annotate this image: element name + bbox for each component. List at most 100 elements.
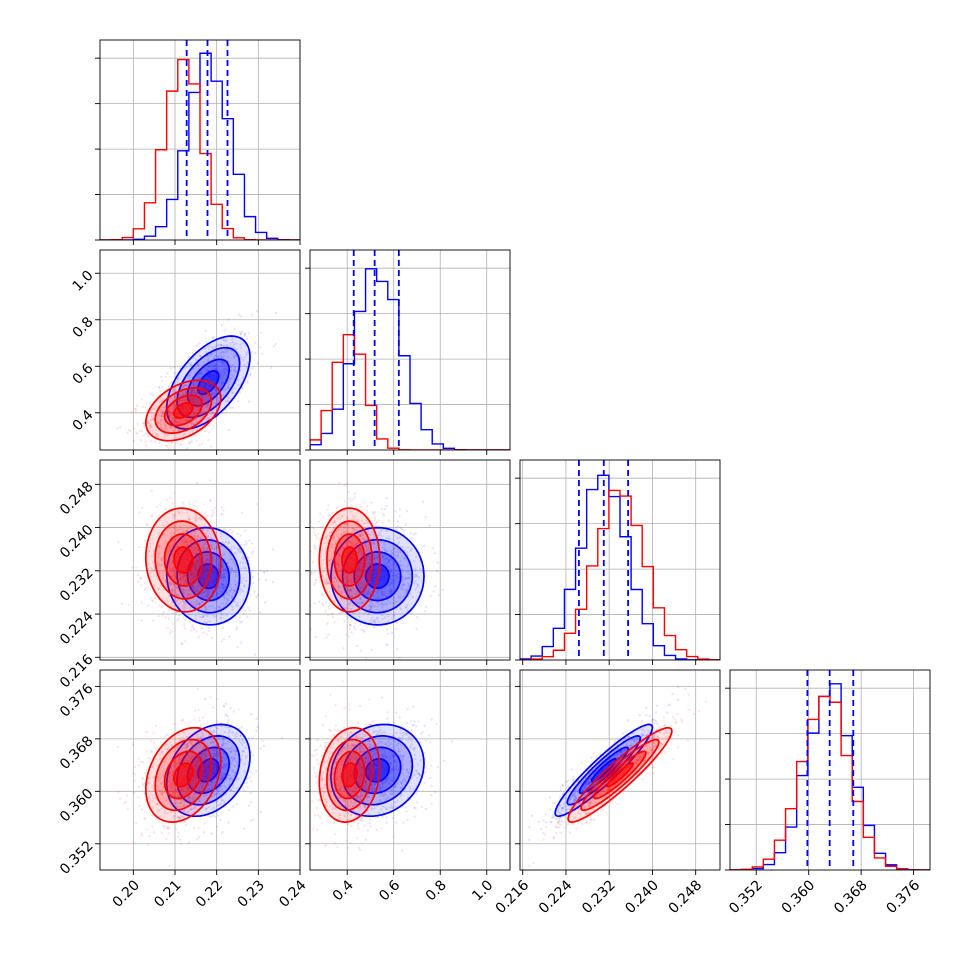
scatter-point: [321, 575, 324, 578]
scatter-point: [229, 583, 232, 586]
scatter-point: [194, 777, 197, 780]
scatter-point: [171, 568, 174, 571]
scatter-point: [169, 583, 173, 587]
scatter-point: [372, 541, 375, 544]
scatter-point: [333, 571, 336, 574]
scatter-point: [190, 584, 194, 588]
scatter-point: [359, 596, 362, 599]
scatter-point: [203, 395, 207, 398]
scatter-point: [214, 387, 217, 391]
scatter-point: [185, 384, 188, 387]
scatter-point: [221, 584, 224, 587]
scatter-point: [206, 592, 209, 596]
scatter-point: [330, 531, 333, 534]
scatter-point: [383, 558, 387, 561]
scatter-point: [226, 598, 229, 601]
scatter-point: [179, 398, 182, 402]
scatter-point: [330, 555, 334, 558]
scatter-point: [394, 527, 397, 530]
scatter-point: [244, 609, 247, 612]
scatter-point: [332, 535, 336, 539]
scatter-point: [406, 551, 409, 554]
scatter-point: [173, 547, 176, 550]
scatter-point: [228, 551, 231, 555]
scatter-point: [361, 601, 364, 604]
scatter-point: [160, 426, 163, 430]
scatter-point: [345, 633, 348, 636]
scatter-point: [212, 567, 216, 570]
scatter-point: [194, 419, 198, 423]
scatter-point: [197, 556, 201, 559]
scatter-point: [189, 761, 192, 764]
scatter-point: [196, 765, 200, 769]
scatter-point: [195, 427, 199, 431]
scatter-point: [346, 594, 350, 597]
scatter-point: [360, 569, 363, 572]
scatter-point: [191, 585, 194, 589]
scatter-point: [359, 609, 363, 612]
scatter-point: [206, 403, 210, 406]
scatter-point: [195, 513, 198, 517]
scatter-point: [230, 762, 233, 766]
scatter-point: [151, 561, 155, 564]
scatter-point: [174, 420, 178, 423]
scatter-point: [158, 552, 161, 556]
scatter-point: [191, 388, 194, 392]
density-band-red: [342, 547, 358, 573]
scatter-point: [190, 438, 193, 441]
scatter-point: [182, 574, 185, 578]
scatter-point: [224, 348, 227, 351]
scatter-point: [326, 579, 329, 582]
scatter-point: [195, 564, 198, 567]
scatter-point: [249, 776, 252, 779]
scatter-point: [176, 441, 179, 445]
scatter-point: [171, 417, 174, 420]
scatter-point: [195, 402, 198, 405]
scatter-point: [209, 445, 213, 448]
scatter-point: [365, 562, 368, 565]
scatter-point: [358, 563, 361, 567]
scatter-point: [205, 369, 209, 372]
scatter-point: [218, 606, 221, 609]
scatter-point: [372, 522, 375, 525]
scatter-point: [190, 572, 193, 576]
scatter-point: [173, 420, 176, 423]
scatter-point: [396, 520, 400, 523]
scatter-point: [325, 636, 328, 639]
scatter-point: [193, 582, 196, 586]
scatter-point: [358, 615, 361, 618]
scatter-point: [178, 511, 181, 514]
scatter-point: [128, 428, 131, 432]
scatter-point: [219, 535, 223, 539]
scatter-point: [119, 548, 123, 551]
scatter-point: [391, 552, 394, 555]
scatter-point: [182, 385, 185, 388]
scatter-point: [216, 396, 219, 399]
scatter-point: [221, 830, 225, 834]
scatter-point: [222, 577, 225, 580]
scatter-point: [199, 615, 202, 619]
scatter-point: [410, 537, 414, 540]
scatter-point: [323, 567, 326, 570]
scatter-point: [187, 384, 190, 387]
scatter-point: [242, 341, 245, 345]
scatter-point: [398, 594, 402, 598]
panel-content: [100, 40, 300, 240]
scatter-point: [146, 420, 149, 423]
scatter-point: [202, 413, 205, 417]
scatter-point: [192, 806, 196, 809]
scatter-point: [168, 427, 171, 430]
scatter-point: [360, 552, 363, 556]
scatter-point: [182, 432, 185, 436]
scatter-point: [330, 543, 333, 546]
scatter-point: [130, 411, 133, 414]
scatter-point: [367, 563, 370, 566]
scatter-point: [243, 762, 247, 766]
scatter-point: [233, 579, 236, 582]
scatter-point: [385, 643, 388, 647]
scatter-point: [241, 754, 244, 757]
scatter-point: [409, 592, 412, 595]
scatter-point: [350, 542, 354, 545]
scatter-point: [200, 517, 203, 520]
scatter-point: [207, 814, 210, 817]
